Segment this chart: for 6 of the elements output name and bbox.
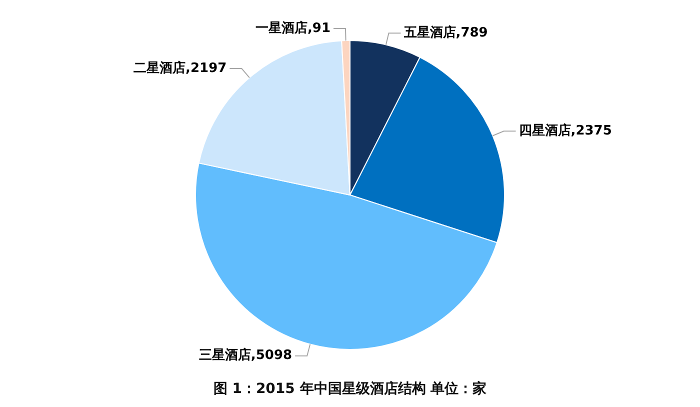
slice-label: 一星酒店,91 — [255, 20, 330, 36]
text: 图 1：2015 年中国星级酒店结构 单位：家 — [212, 380, 488, 398]
slice-label: 四星酒店,2375 — [518, 122, 612, 139]
slice-label: 五星酒店,789 — [402, 24, 488, 40]
slice-label: 三星酒店,5098 — [198, 347, 292, 364]
slice-label: 二星酒店,2197 — [134, 60, 227, 76]
